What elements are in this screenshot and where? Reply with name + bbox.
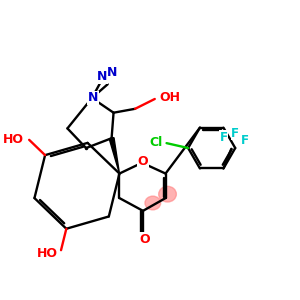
Text: F: F [241,134,249,148]
Ellipse shape [159,186,176,202]
Text: O: O [138,155,148,168]
Text: N: N [107,66,117,79]
Text: F: F [231,127,239,140]
Text: HO: HO [3,133,24,146]
Ellipse shape [145,196,161,210]
Polygon shape [109,138,119,174]
Text: O: O [140,233,150,246]
Text: N: N [88,92,98,104]
Text: N: N [97,70,107,83]
Text: Cl: Cl [149,136,163,148]
Text: F: F [220,130,227,143]
Text: OH: OH [160,91,181,103]
Text: HO: HO [37,247,58,260]
